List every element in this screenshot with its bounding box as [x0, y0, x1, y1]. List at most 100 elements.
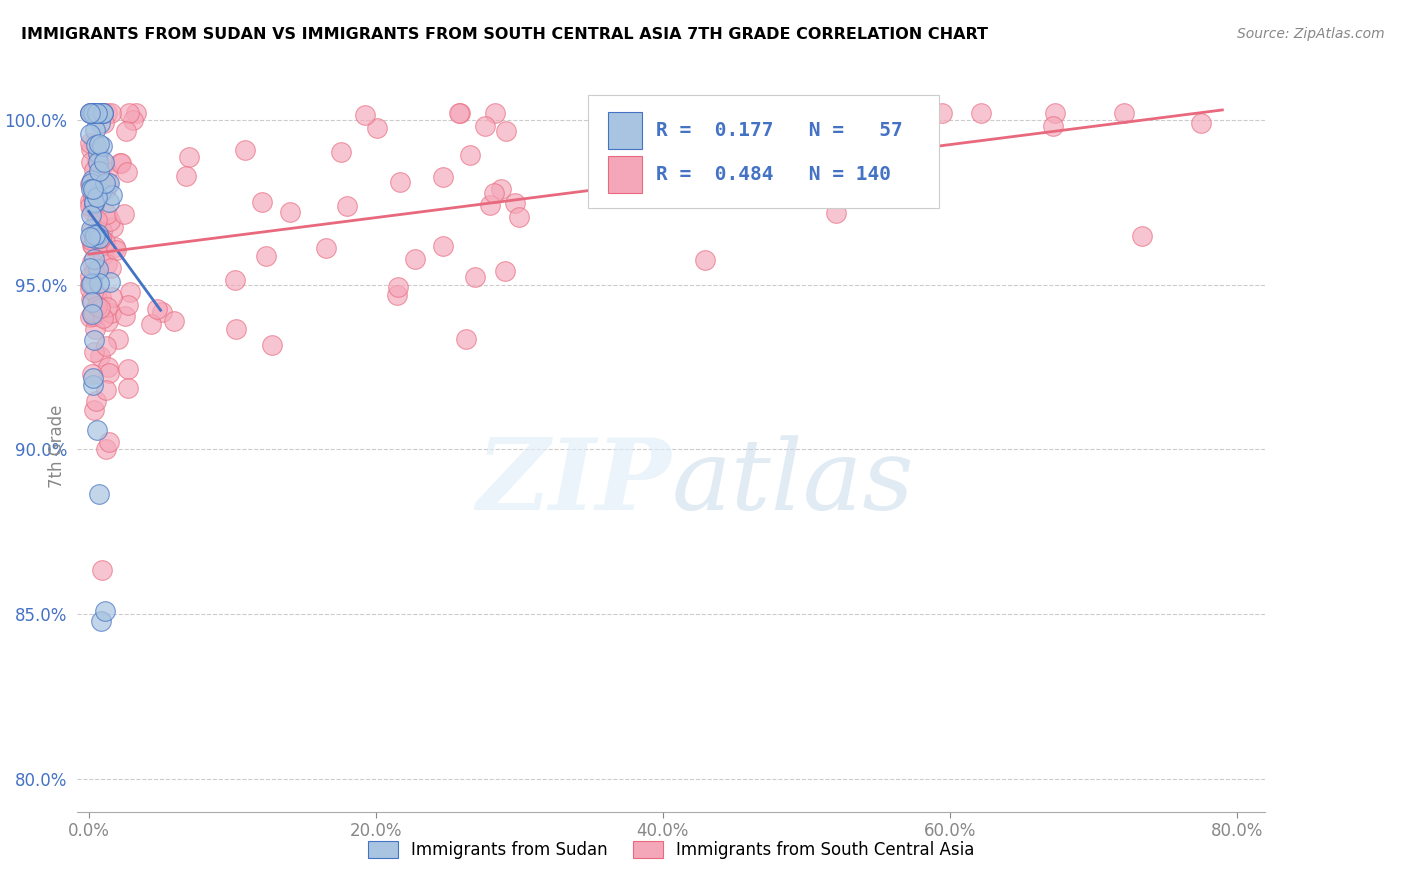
Point [482, 186, 505, 201]
FancyBboxPatch shape [609, 112, 641, 149]
Point [87, 262, 110, 277]
Point [1114, 106, 1136, 120]
Point [79, 310, 101, 324]
Point [432, 169, 454, 184]
Point [98, 275, 121, 289]
Point [82, 239, 104, 253]
Point [83, 182, 105, 196]
Point [79, 106, 101, 120]
Point [82, 378, 104, 392]
Point [315, 242, 337, 256]
Point [79, 199, 101, 213]
Point [98, 434, 121, 449]
Point [454, 332, 477, 346]
Point [89, 350, 111, 364]
Point [86, 106, 108, 120]
Point [489, 182, 512, 196]
Point [97, 314, 120, 328]
Point [931, 106, 953, 120]
Point [83, 200, 105, 214]
Point [86, 155, 108, 169]
Point [97, 360, 120, 375]
Point [80, 181, 103, 195]
Point [89, 276, 111, 290]
Point [122, 112, 145, 127]
Point [87, 137, 110, 152]
Point [825, 205, 848, 219]
Point [91, 224, 114, 238]
Point [82, 305, 104, 319]
Point [103, 219, 125, 234]
Point [96, 300, 118, 314]
Point [790, 106, 813, 120]
Point [479, 198, 502, 212]
Point [177, 149, 200, 163]
Text: IMMIGRANTS FROM SUDAN VS IMMIGRANTS FROM SOUTH CENTRAL ASIA 7TH GRADE CORRELATIO: IMMIGRANTS FROM SUDAN VS IMMIGRANTS FROM… [21, 27, 988, 42]
Point [508, 210, 530, 224]
Point [721, 152, 744, 166]
Point [1043, 106, 1066, 120]
Point [80, 142, 103, 156]
Point [90, 185, 112, 199]
Point [484, 106, 506, 120]
Point [387, 280, 409, 294]
Y-axis label: 7th Grade: 7th Grade [48, 404, 66, 488]
Point [97, 176, 120, 190]
Point [83, 194, 105, 209]
Point [90, 563, 112, 577]
Point [87, 227, 110, 241]
Point [83, 403, 105, 417]
Point [139, 318, 162, 332]
Point [79, 233, 101, 247]
Point [84, 264, 107, 278]
Point [79, 283, 101, 297]
Point [94, 182, 117, 196]
Point [150, 304, 173, 318]
Point [80, 172, 103, 186]
Point [82, 190, 104, 204]
Point [83, 231, 105, 245]
Point [83, 345, 105, 359]
Point [449, 106, 471, 120]
Point [94, 604, 117, 618]
Point [100, 106, 122, 120]
Point [84, 230, 107, 244]
Point [117, 362, 139, 376]
Point [90, 614, 112, 628]
Point [115, 124, 138, 138]
Point [94, 384, 117, 398]
Point [495, 124, 517, 138]
Point [96, 165, 118, 179]
Point [86, 106, 108, 120]
Point [474, 119, 496, 133]
Point [115, 165, 138, 179]
Point [90, 231, 112, 245]
Point [86, 424, 108, 438]
Point [110, 156, 132, 170]
Point [100, 261, 122, 276]
Point [90, 290, 112, 304]
Point [80, 176, 103, 190]
Text: R =  0.177   N =   57: R = 0.177 N = 57 [657, 121, 903, 140]
Point [80, 307, 103, 321]
Point [100, 306, 122, 320]
Point [80, 238, 103, 252]
Point [117, 381, 139, 395]
Point [86, 299, 108, 313]
Point [94, 235, 117, 250]
Point [96, 257, 118, 271]
Text: ZIP: ZIP [477, 434, 672, 531]
Point [101, 290, 124, 304]
Point [233, 144, 256, 158]
Point [224, 273, 246, 287]
FancyBboxPatch shape [588, 95, 939, 209]
Point [82, 255, 104, 269]
Point [91, 248, 114, 262]
Point [79, 277, 101, 292]
Point [432, 239, 454, 253]
Point [80, 222, 103, 236]
Point [79, 155, 101, 169]
Point [79, 136, 101, 150]
Point [84, 228, 107, 243]
Point [225, 322, 247, 336]
